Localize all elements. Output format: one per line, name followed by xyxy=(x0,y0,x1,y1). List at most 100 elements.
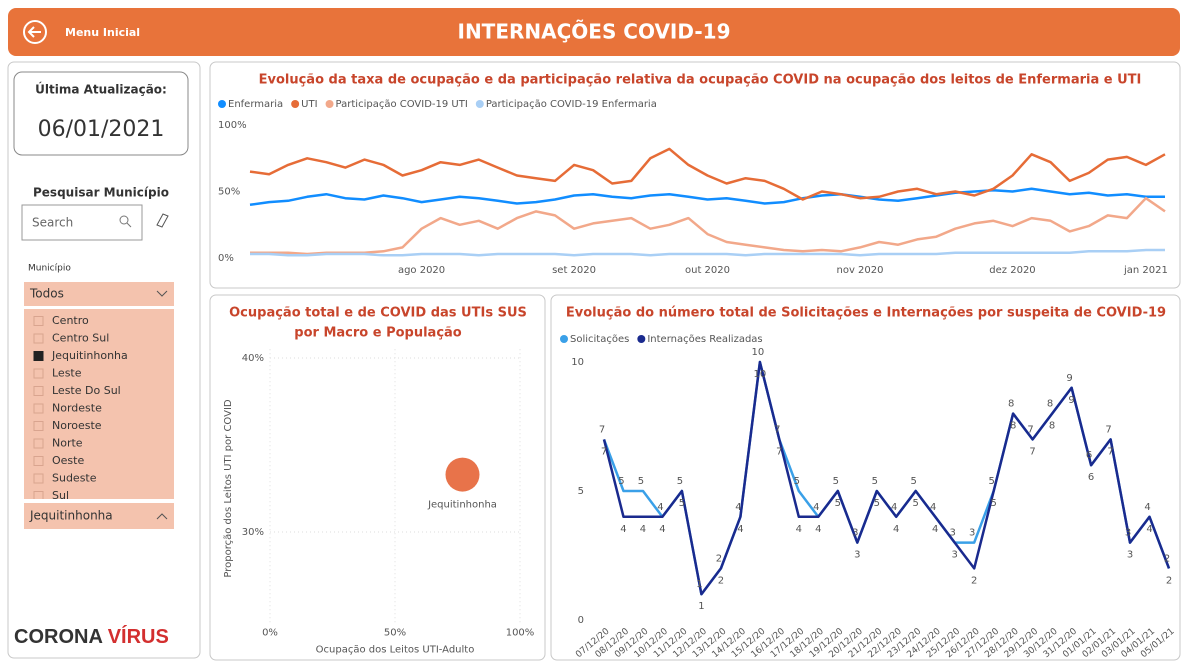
list-item[interactable]: Nordeste xyxy=(33,402,102,415)
x-tick-label: jan 2021 xyxy=(1123,265,1168,276)
checkbox xyxy=(33,368,44,379)
checkbox xyxy=(33,456,44,466)
y-tick-label: 50% xyxy=(218,187,240,198)
checkbox xyxy=(33,403,44,414)
panel xyxy=(209,61,1181,289)
list-item[interactable]: Noroeste xyxy=(33,419,102,432)
data-label: 2 xyxy=(716,553,722,564)
logo: CORONA VÍRUS xyxy=(14,625,169,648)
list-item[interactable]: Jequitinhonha xyxy=(33,349,128,362)
data-label: 5 xyxy=(677,476,683,487)
chart-title: Evolução do número total de Solicitações… xyxy=(566,306,1166,321)
bubble xyxy=(445,457,480,492)
eraser-icon[interactable] xyxy=(156,213,169,228)
x-tick-label: 50% xyxy=(384,628,406,639)
search-placeholder: Search xyxy=(32,216,73,230)
list-box xyxy=(24,309,174,499)
data-label: 3 xyxy=(854,550,860,561)
data-label: 2 xyxy=(1166,575,1172,586)
legend-label: Participação COVID-19 UTI xyxy=(336,99,468,110)
list-item[interactable]: Sudeste xyxy=(33,472,97,485)
data-label: 9 xyxy=(1068,395,1074,406)
data-label: 3 xyxy=(852,528,858,539)
data-label: 7 xyxy=(776,446,782,457)
data-label: 4 xyxy=(815,524,821,535)
checkbox xyxy=(33,333,44,344)
item-label: Sudeste xyxy=(52,472,97,485)
item-label: Leste xyxy=(52,367,82,380)
data-label: 4 xyxy=(1144,502,1150,513)
item-label: Oeste xyxy=(52,454,84,467)
item-label: Noroeste xyxy=(52,419,102,432)
list-item[interactable]: Centro Sul xyxy=(33,332,109,345)
search-box[interactable]: Search xyxy=(21,204,143,241)
data-label: 1 xyxy=(696,579,702,590)
x-tick-label: out 2020 xyxy=(685,265,730,276)
y-tick-label: 10 xyxy=(571,357,584,368)
data-label: 4 xyxy=(620,524,626,535)
x-tick-label: ago 2020 xyxy=(398,265,445,276)
legend-label: Solicitações xyxy=(570,334,629,345)
menu-button[interactable]: Menu Inicial xyxy=(23,20,140,44)
data-label: 4 xyxy=(737,524,743,535)
legend-label: Enfermaria xyxy=(228,99,283,110)
list-item[interactable]: Norte xyxy=(33,437,83,450)
logo-part: VÍRUS xyxy=(108,625,169,648)
data-label: 7 xyxy=(1029,446,1035,457)
data-label: 4 xyxy=(930,502,936,513)
selected-box[interactable]: Jequitinhonha xyxy=(24,503,174,529)
checkbox xyxy=(33,386,44,396)
data-label: 4 xyxy=(659,524,665,535)
data-label: 1 xyxy=(698,601,704,612)
x-tick-label: set 2020 xyxy=(552,265,596,276)
search-field xyxy=(21,204,143,241)
back-icon xyxy=(23,20,47,44)
x-tick-label: 0% xyxy=(262,628,278,639)
list-item[interactable]: Leste xyxy=(33,367,82,380)
series-line xyxy=(249,147,1166,201)
data-label: 7 xyxy=(601,446,607,457)
panel xyxy=(550,294,1181,661)
legend-marker xyxy=(325,100,334,108)
list-item[interactable]: Leste Do Sul xyxy=(33,384,121,397)
legend-marker xyxy=(560,335,568,343)
search-icon xyxy=(119,215,129,225)
page-title: INTERNAÇÕES COVID-19 xyxy=(458,20,731,44)
x-tick-label: nov 2020 xyxy=(836,265,883,276)
data-label: 3 xyxy=(952,550,958,561)
data-label: 7 xyxy=(1027,424,1033,435)
data-label: 6 xyxy=(1088,472,1094,483)
list-item[interactable]: Sul xyxy=(33,489,69,502)
x-axis-title: Ocupação dos Leitos UTI-Adulto xyxy=(316,645,475,656)
item-label: Jequitinhonha xyxy=(51,349,128,362)
data-label: 2 xyxy=(1164,553,1170,564)
panel xyxy=(209,294,546,661)
series-line xyxy=(250,248,1165,257)
data-label: 6 xyxy=(1086,450,1092,461)
list-item[interactable]: Oeste xyxy=(33,454,84,467)
y-tick-label: 40% xyxy=(242,353,264,364)
data-label: 7 xyxy=(774,424,780,435)
data-label: 5 xyxy=(988,476,994,487)
checkbox xyxy=(33,491,44,499)
data-label: 8 xyxy=(1008,399,1014,410)
data-label: 3 xyxy=(969,528,975,539)
y-tick-label: 0 xyxy=(578,615,584,626)
data-label: 5 xyxy=(679,498,685,509)
search-icon-handle xyxy=(126,222,132,228)
list-item[interactable]: Centro xyxy=(33,314,89,327)
data-label: 5 xyxy=(913,498,919,509)
data-label: 7 xyxy=(1105,424,1111,435)
y-axis-title: Proporção dos Leitos UTI por COVID xyxy=(223,399,234,578)
x-tick-label: dez 2020 xyxy=(989,265,1035,276)
data-label: 7 xyxy=(599,424,605,435)
data-label: 4 xyxy=(893,524,899,535)
legend-label: Participação COVID-19 Enfermaria xyxy=(486,99,657,110)
data-label: 4 xyxy=(640,524,646,535)
selected-value: Jequitinhonha xyxy=(29,509,113,523)
y-tick-label: 0% xyxy=(218,253,234,264)
dropdown[interactable]: Todos xyxy=(24,282,174,306)
data-label: 9 xyxy=(1066,373,1072,384)
